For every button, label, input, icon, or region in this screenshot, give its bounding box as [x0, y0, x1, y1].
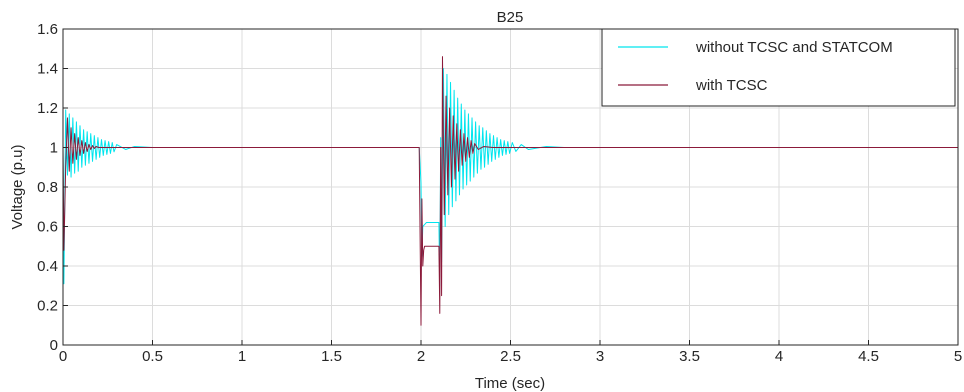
x-tick-label: 2 — [417, 348, 425, 365]
y-tick-label: 1.6 — [37, 21, 58, 38]
series-line-with-tcsc — [62, 56, 958, 326]
y-tick-label: 0.6 — [37, 219, 58, 236]
x-tick-label: 1.5 — [321, 348, 342, 365]
y-tick-label: 0.2 — [37, 298, 58, 315]
x-tick-label: 0.5 — [142, 348, 163, 365]
chart-title: B25 — [497, 9, 524, 26]
x-tick-label: 5 — [954, 348, 962, 365]
y-tick-label: 1.2 — [37, 100, 58, 117]
y-tick-label: 1 — [50, 140, 58, 157]
legend-label-with-tcsc: with TCSC — [695, 77, 768, 94]
x-tick-label: 4 — [775, 348, 783, 365]
legend-label-without-tcsc: without TCSC and STATCOM — [695, 39, 893, 56]
y-tick-label: 1.4 — [37, 61, 58, 78]
y-axis-ticks: 0 0.2 0.4 0.6 0.8 1 1.2 1.4 1.6 — [37, 21, 68, 354]
x-axis-ticks: 0 0.5 1 1.5 2 2.5 3 3.5 4 4.5 5 — [59, 340, 962, 365]
x-tick-label: 2.5 — [500, 348, 521, 365]
x-tick-label: 3 — [596, 348, 604, 365]
y-tick-label: 0 — [50, 337, 58, 354]
series-lines — [62, 56, 958, 326]
legend-box — [601, 28, 956, 107]
y-tick-label: 0.4 — [37, 258, 58, 275]
x-tick-label: 1 — [238, 348, 246, 365]
y-tick-label: 0.8 — [37, 179, 58, 196]
x-tick-label: 3.5 — [679, 348, 700, 365]
y-axis-title: Voltage (p.u) — [9, 144, 26, 229]
x-tick-label: 0 — [59, 348, 67, 365]
x-axis-title: Time (sec) — [475, 375, 545, 392]
legend: without TCSC and STATCOM with TCSC — [601, 28, 956, 107]
x-tick-label: 4.5 — [858, 348, 879, 365]
